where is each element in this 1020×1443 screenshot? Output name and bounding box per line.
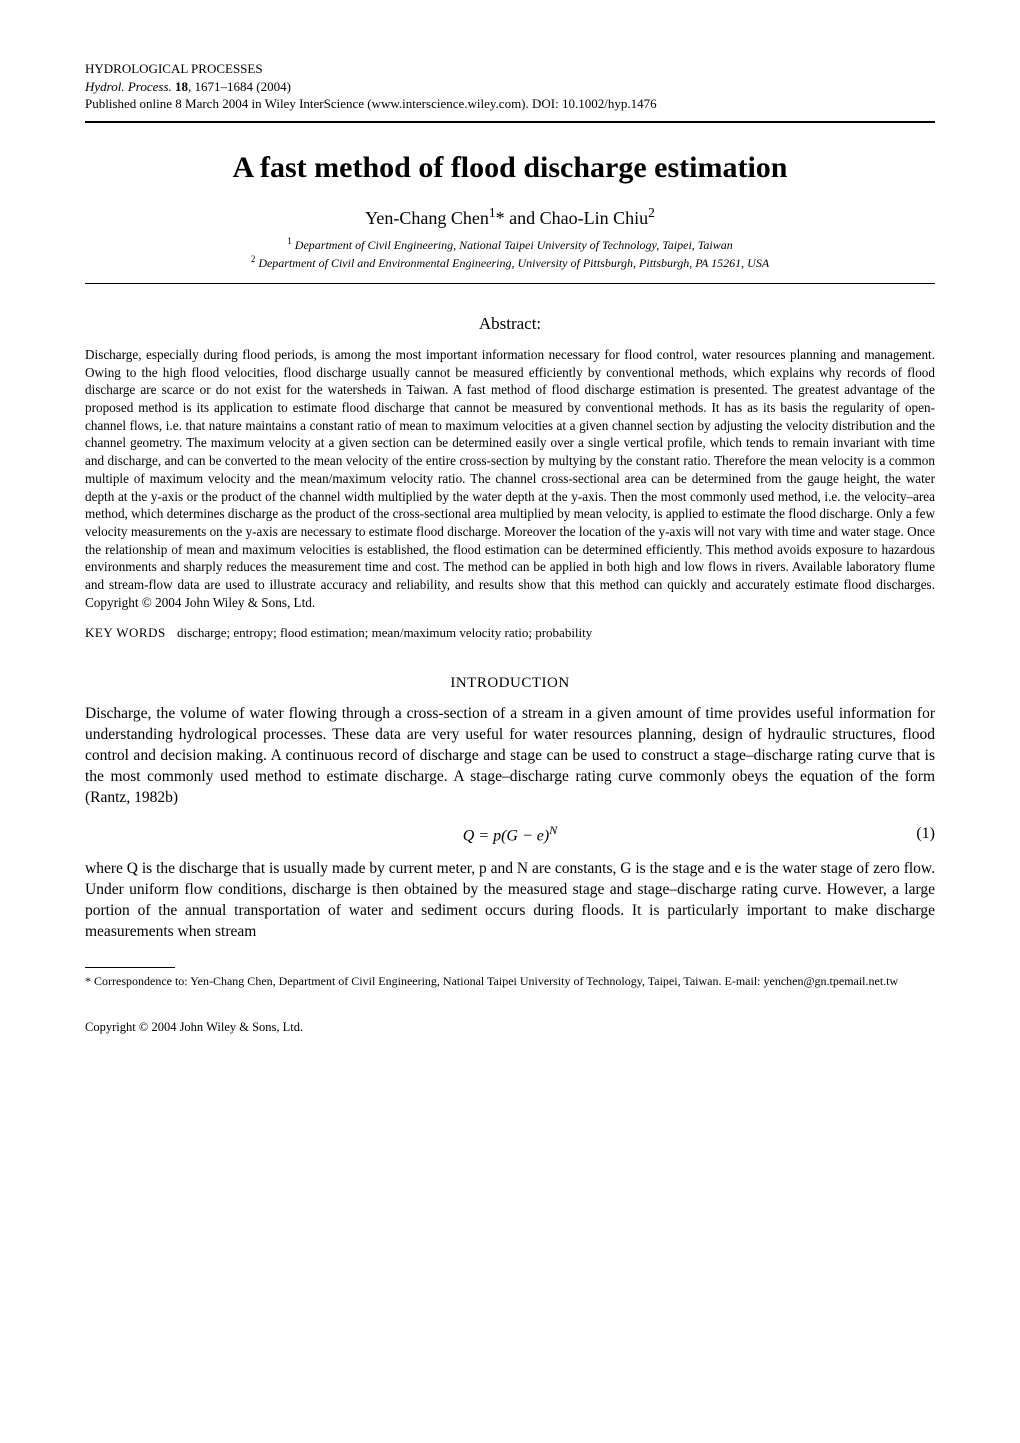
introduction-heading: INTRODUCTION [85, 675, 935, 692]
intro-paragraph-2: where Q is the discharge that is usually… [85, 859, 935, 943]
authors-line: Yen-Chang Chen1* and Chao-Lin Chiu2 [85, 205, 935, 229]
correspondence-footnote: * Correspondence to: Yen-Chang Chen, Dep… [85, 974, 935, 990]
header-rule-bottom [85, 283, 935, 284]
affiliation-1-text: Department of Civil Engineering, Nationa… [292, 238, 733, 252]
author-connector: and [505, 208, 540, 228]
journal-volume: 18 [175, 79, 188, 94]
affiliations: 1 Department of Civil Engineering, Natio… [85, 235, 935, 271]
author-1-name: Yen-Chang Chen [365, 208, 489, 228]
equation-1: Q = p(G − e)N [463, 823, 557, 845]
equation-1-row: Q = p(G − e)N (1) [85, 823, 935, 845]
copyright-line: Copyright © 2004 John Wiley & Sons, Ltd. [85, 1020, 935, 1035]
header-rule-top [85, 121, 935, 123]
author-1-affil-sup: 1 [489, 205, 496, 220]
equation-1-number: (1) [916, 825, 935, 843]
footnote-rule [85, 967, 175, 968]
keywords-line: KEY WORDS discharge; entropy; flood esti… [85, 625, 935, 641]
journal-name: HYDROLOGICAL PROCESSES [85, 60, 935, 78]
equation-1-exponent: N [549, 823, 557, 837]
equation-1-body: Q = p(G − e) [463, 827, 549, 844]
journal-pages: , 1671–1684 (2004) [188, 79, 291, 94]
intro-paragraph-1: Discharge, the volume of water flowing t… [85, 704, 935, 809]
author-2-affil-sup: 2 [648, 205, 655, 220]
affiliation-2: 2 Department of Civil and Environmental … [85, 253, 935, 271]
journal-header: HYDROLOGICAL PROCESSES Hydrol. Process. … [85, 60, 935, 113]
journal-abbrev: Hydrol. Process. [85, 79, 172, 94]
journal-citation: Hydrol. Process. 18, 1671–1684 (2004) [85, 78, 935, 96]
abstract-body: Discharge, especially during flood perio… [85, 346, 935, 611]
author-2-name: Chao-Lin Chiu [540, 208, 649, 228]
affiliation-1: 1 Department of Civil Engineering, Natio… [85, 235, 935, 253]
paper-title: A fast method of flood discharge estimat… [85, 151, 935, 185]
affiliation-2-text: Department of Civil and Environmental En… [255, 256, 769, 270]
author-1-corresponding-mark: * [496, 208, 505, 228]
abstract-label: Abstract: [85, 314, 935, 334]
keywords-label: KEY WORDS [85, 625, 166, 640]
journal-pubinfo: Published online 8 March 2004 in Wiley I… [85, 95, 935, 113]
keywords-text: discharge; entropy; flood estimation; me… [177, 625, 592, 640]
